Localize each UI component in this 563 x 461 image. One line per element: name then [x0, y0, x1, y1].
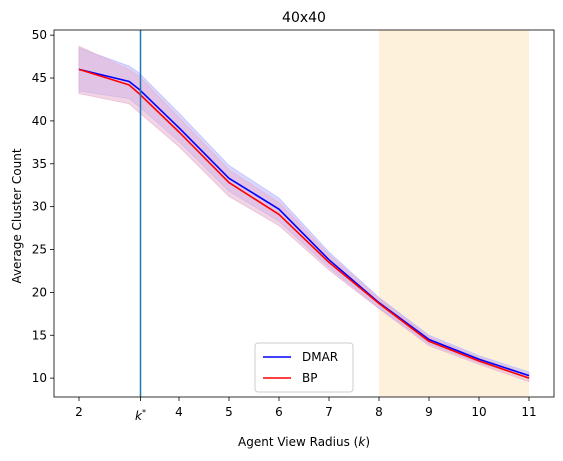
- y-tick-label: 40: [32, 114, 47, 128]
- series-lines: [78, 30, 530, 397]
- y-tick-label: 20: [32, 285, 47, 299]
- y-tick-label: 35: [32, 157, 47, 171]
- shaded-region: [379, 30, 529, 397]
- x-tick-label: 11: [521, 405, 536, 419]
- y-tick-label: 25: [32, 243, 47, 257]
- y-tick-label: 15: [32, 328, 47, 342]
- x-axis-label: Agent View Radius (k): [238, 435, 370, 449]
- x-tick-label: 2: [75, 405, 83, 419]
- y-tick-label: 45: [32, 71, 47, 85]
- y-tick-label: 10: [32, 371, 47, 385]
- chart-title: 40x40: [282, 10, 326, 26]
- legend-frame: [254, 342, 354, 393]
- background-layer: [379, 30, 529, 397]
- x-tick-label: k*: [135, 408, 146, 423]
- legend-label-dmar: DMAR: [302, 350, 338, 364]
- legend-label-bp: BP: [302, 371, 317, 385]
- legend: DMAR BP: [254, 342, 354, 393]
- x-tick-label: 4: [175, 405, 183, 419]
- plot-frame: [53, 29, 555, 398]
- x-tick-label: 9: [425, 405, 433, 419]
- x-tick-label: 8: [375, 405, 383, 419]
- y-axis-label: Average Cluster Count: [10, 148, 24, 283]
- x-tick-label: 6: [275, 405, 283, 419]
- x-tick-label: 10: [471, 405, 486, 419]
- x-tick-label: 7: [325, 405, 333, 419]
- x-tick-label: 5: [225, 405, 233, 419]
- y-tick-label: 30: [32, 200, 47, 214]
- y-tick-label: 50: [32, 28, 47, 42]
- x-axis-label-var: k: [358, 435, 366, 449]
